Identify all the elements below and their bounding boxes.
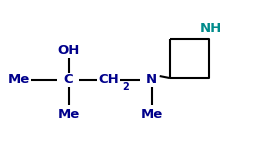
Text: N: N [146, 73, 157, 86]
Text: Me: Me [58, 108, 80, 121]
Text: OH: OH [58, 44, 80, 57]
Text: Me: Me [141, 108, 163, 121]
Text: C: C [64, 73, 73, 86]
Text: CH: CH [98, 73, 119, 86]
Text: 2: 2 [122, 82, 129, 92]
Text: Me: Me [8, 73, 30, 86]
Text: NH: NH [200, 22, 222, 35]
